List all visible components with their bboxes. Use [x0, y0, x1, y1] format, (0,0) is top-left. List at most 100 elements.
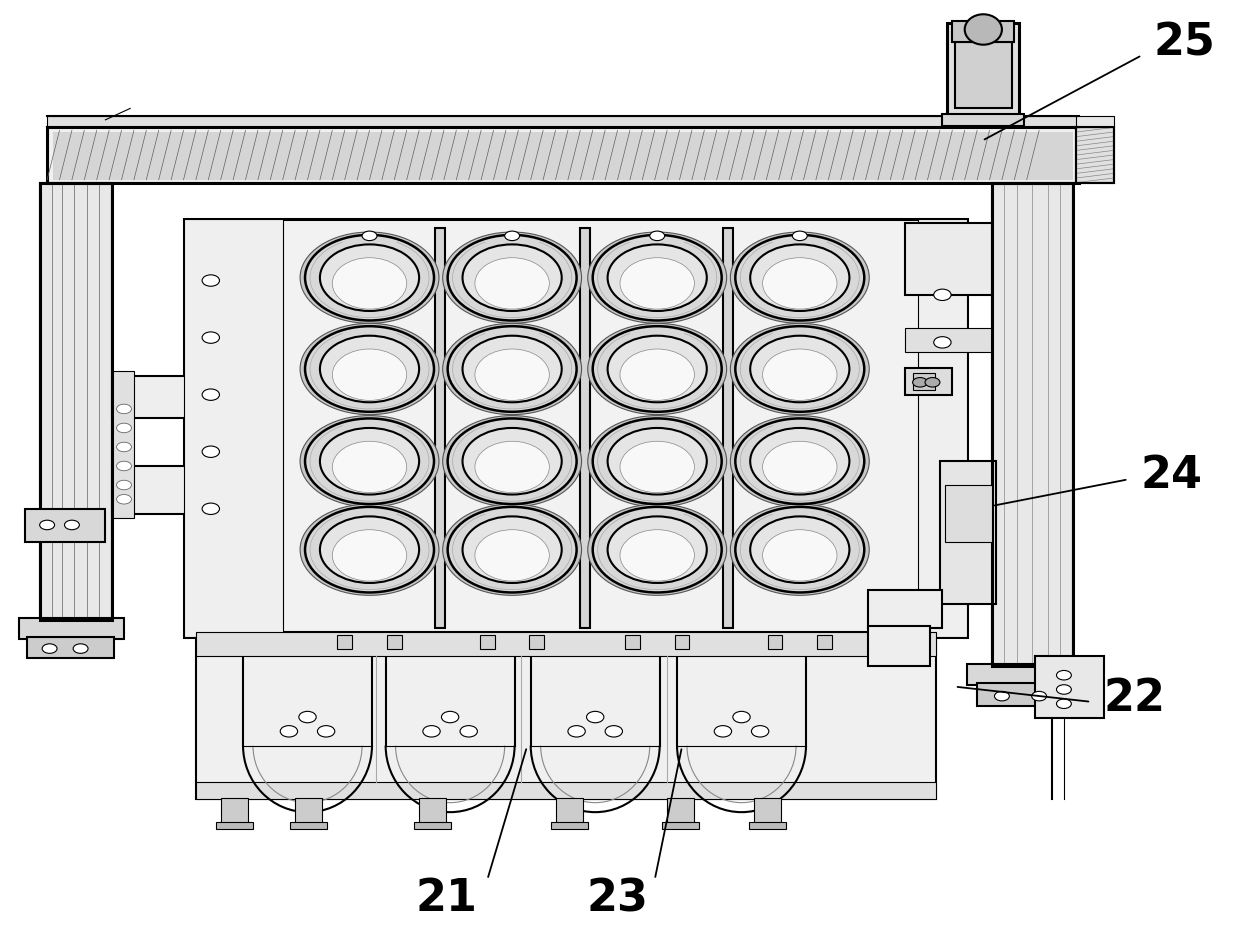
- Ellipse shape: [443, 416, 582, 507]
- Ellipse shape: [714, 726, 732, 737]
- Bar: [977, 683, 1070, 706]
- Text: 21: 21: [415, 877, 477, 921]
- Ellipse shape: [443, 504, 582, 595]
- Bar: [387, 635, 402, 649]
- Ellipse shape: [792, 231, 807, 241]
- Bar: [955, 42, 1012, 108]
- Bar: [184, 219, 283, 637]
- Bar: [1076, 116, 1114, 127]
- Ellipse shape: [593, 326, 722, 412]
- Text: 23: 23: [587, 877, 649, 921]
- Bar: [905, 328, 992, 352]
- Ellipse shape: [475, 441, 549, 493]
- Ellipse shape: [300, 504, 439, 595]
- Ellipse shape: [332, 530, 407, 581]
- Ellipse shape: [443, 323, 582, 415]
- Bar: [27, 637, 114, 658]
- Bar: [817, 635, 832, 649]
- Bar: [337, 635, 352, 649]
- Ellipse shape: [320, 244, 419, 311]
- Ellipse shape: [117, 404, 131, 414]
- Ellipse shape: [441, 711, 459, 723]
- Ellipse shape: [320, 428, 419, 495]
- Ellipse shape: [443, 232, 582, 323]
- Ellipse shape: [460, 726, 477, 737]
- Bar: [112, 466, 208, 514]
- Bar: [942, 114, 1024, 126]
- Bar: [419, 798, 446, 823]
- Ellipse shape: [202, 446, 219, 457]
- Ellipse shape: [750, 428, 849, 495]
- Ellipse shape: [1056, 685, 1071, 694]
- Ellipse shape: [305, 418, 434, 504]
- Bar: [905, 368, 952, 395]
- Bar: [662, 822, 699, 829]
- Ellipse shape: [763, 441, 837, 493]
- Bar: [992, 183, 1073, 666]
- Ellipse shape: [588, 416, 727, 507]
- Ellipse shape: [305, 235, 434, 320]
- Ellipse shape: [423, 726, 440, 737]
- Ellipse shape: [117, 480, 131, 490]
- Ellipse shape: [608, 336, 707, 402]
- Ellipse shape: [64, 520, 79, 530]
- Ellipse shape: [593, 507, 722, 592]
- Bar: [1035, 656, 1104, 718]
- Ellipse shape: [608, 428, 707, 495]
- Ellipse shape: [1032, 691, 1047, 701]
- Ellipse shape: [300, 232, 439, 323]
- Ellipse shape: [1056, 699, 1071, 708]
- Ellipse shape: [620, 258, 694, 309]
- Ellipse shape: [448, 418, 577, 504]
- Bar: [112, 371, 134, 518]
- Ellipse shape: [332, 258, 407, 309]
- Bar: [723, 228, 733, 628]
- Ellipse shape: [1056, 670, 1071, 680]
- Ellipse shape: [117, 442, 131, 452]
- Ellipse shape: [362, 231, 377, 241]
- Ellipse shape: [934, 337, 951, 348]
- Ellipse shape: [202, 503, 219, 514]
- Bar: [19, 618, 124, 639]
- Ellipse shape: [763, 349, 837, 400]
- Bar: [580, 228, 590, 628]
- Ellipse shape: [463, 336, 562, 402]
- Bar: [556, 798, 583, 823]
- Ellipse shape: [40, 520, 55, 530]
- Bar: [196, 782, 936, 799]
- Ellipse shape: [750, 336, 849, 402]
- Ellipse shape: [463, 428, 562, 495]
- Ellipse shape: [934, 289, 951, 301]
- Ellipse shape: [608, 516, 707, 583]
- Bar: [625, 635, 640, 649]
- Ellipse shape: [202, 275, 219, 286]
- Ellipse shape: [117, 495, 131, 504]
- Bar: [918, 219, 967, 637]
- Bar: [25, 509, 105, 542]
- Ellipse shape: [750, 244, 849, 311]
- Bar: [868, 590, 942, 628]
- Ellipse shape: [463, 244, 562, 311]
- Ellipse shape: [605, 726, 622, 737]
- Bar: [992, 183, 1073, 666]
- Ellipse shape: [650, 231, 665, 241]
- Ellipse shape: [568, 726, 585, 737]
- Ellipse shape: [733, 711, 750, 723]
- Text: 24: 24: [1141, 454, 1203, 497]
- Ellipse shape: [280, 726, 298, 737]
- Ellipse shape: [587, 711, 604, 723]
- Ellipse shape: [925, 378, 940, 387]
- Ellipse shape: [42, 644, 57, 653]
- Ellipse shape: [202, 332, 219, 343]
- Bar: [551, 822, 588, 829]
- Bar: [667, 798, 694, 823]
- Ellipse shape: [730, 323, 869, 415]
- Bar: [480, 635, 495, 649]
- Ellipse shape: [475, 530, 549, 581]
- Bar: [47, 127, 1079, 183]
- Ellipse shape: [202, 389, 219, 400]
- Bar: [967, 664, 1079, 685]
- Bar: [53, 132, 1073, 180]
- Text: 25: 25: [1153, 21, 1215, 65]
- Ellipse shape: [751, 726, 769, 737]
